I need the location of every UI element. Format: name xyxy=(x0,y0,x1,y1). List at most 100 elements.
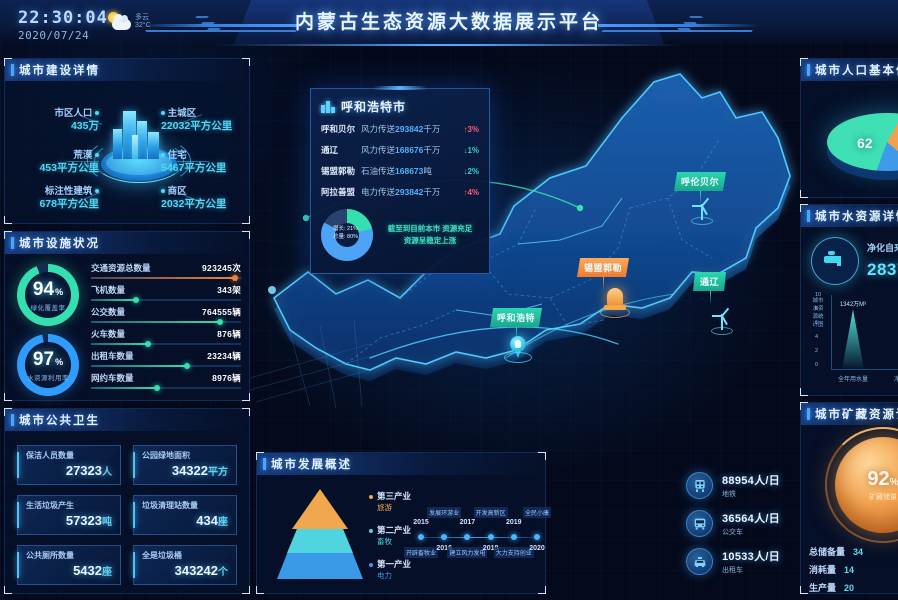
health-stat-card[interactable]: 公园绿地面积 34322平方 xyxy=(133,445,237,485)
panel-title: 城市发展概述 xyxy=(257,453,545,475)
facility-bar-track xyxy=(91,385,241,391)
facility-bar-value: 764555辆 xyxy=(202,307,241,317)
health-stat-card[interactable]: 生活垃圾产生 57323吨 xyxy=(17,495,121,535)
inner-mongolia-map[interactable]: 呼伦贝尔 锡盟郭勒 通辽 呼和浩特 xyxy=(250,58,802,458)
facility-bar-knob xyxy=(184,363,190,369)
weather-temperature: 32°C xyxy=(135,22,151,29)
tooltip-row-change: ↑4% xyxy=(463,187,479,197)
facility-bar-row: 网约车数量 8976辆 xyxy=(91,372,241,391)
timeline-event: 发展环游业 xyxy=(427,507,462,518)
health-card-grid: 保洁人员数量 27323人 公园绿地面积 34322平方 生活垃圾产生 57323吨 垃圾清… xyxy=(5,431,249,599)
map-marker-hohhot[interactable]: 呼和浩特 xyxy=(490,308,543,341)
timeline-point[interactable] xyxy=(464,534,471,540)
facility-bar-knob xyxy=(133,297,139,303)
facility-bar-knob xyxy=(217,319,223,325)
timeline-year: 2017 xyxy=(459,519,476,526)
tooltip-row-city: 呼和贝尔 xyxy=(321,124,356,134)
header-chevron-left-icon xyxy=(195,14,268,36)
clock-time: 22:30:04 xyxy=(18,8,108,28)
facility-bar-knob xyxy=(232,275,238,281)
dashboard-header: 内蒙古生态资源大数据展示平台 22:30:04 2020/07/24 多云 32… xyxy=(0,0,898,52)
water-chart-xlabel: 全年用水量 xyxy=(837,377,869,383)
facility-bar-row: 出租车数量 23234辆 xyxy=(91,350,241,369)
water-chart-ytick: 2 xyxy=(815,348,819,354)
tooltip-row: 呼和贝尔 风力传送293842千万 ↑3% xyxy=(321,123,479,135)
wind-turbine-icon xyxy=(710,307,734,335)
stat-residential: 住宅 5467平方公里 xyxy=(161,150,227,174)
tooltip-note: 截至到目前本市 资源充足 资源呈稳定上涨 xyxy=(387,224,473,245)
tooltip-row-change: ↑3% xyxy=(463,124,479,134)
health-card-value: 27323人 xyxy=(65,463,112,478)
health-stat-card[interactable]: 保洁人员数量 27323人 xyxy=(17,445,121,485)
water-chart-spike xyxy=(842,309,864,369)
map-marker-hulunbuir[interactable]: 呼伦贝尔 xyxy=(674,172,727,205)
facility-bar-label: 网约车数量 xyxy=(91,373,134,383)
oil-tank-icon[interactable] xyxy=(600,286,630,318)
health-card-label: 公园绿地面积 xyxy=(142,451,190,460)
tooltip-row-metric: 石油传送168673吨 xyxy=(361,166,432,176)
tooltip-title: 呼和浩特市 xyxy=(341,100,407,114)
timeline-point[interactable] xyxy=(441,534,448,540)
water-bar-chart: 城市水资源统计图 10 8 6 4 2 0 1342万M³ 全年用水量 净化自来水 xyxy=(809,292,898,387)
stat-urban-population: 市区人口 435万 xyxy=(54,108,99,132)
facility-bar-track xyxy=(91,341,241,347)
pyramid-legend: 第三产业 旅游 第二产业 畜牧 第一产业 电力 xyxy=(369,491,411,593)
health-card-label: 全是垃圾桶 xyxy=(142,551,182,560)
location-pin-icon[interactable] xyxy=(504,336,532,363)
health-card-label: 垃圾清理站数量 xyxy=(142,501,198,510)
map-marker-label: 通辽 xyxy=(693,272,727,291)
health-card-value: 434座 xyxy=(196,513,228,528)
donut-legend: 增长: 21% 总量: 80% xyxy=(333,225,358,241)
tooltip-footer: 增长: 21% 总量: 80% 截至到目前本市 资源充足 资源呈稳定上涨 xyxy=(311,207,489,261)
map-marker-stem xyxy=(700,191,701,205)
city-3d-model xyxy=(87,105,191,187)
facility-bar-label: 公交数量 xyxy=(91,307,126,317)
transport-value: 10533人/日 xyxy=(722,551,781,563)
health-stat-card[interactable]: 公共厕所数量 5432座 xyxy=(17,545,121,585)
map-marker-xilingol[interactable]: 锡盟郭勒 xyxy=(577,258,630,291)
header-center-plate xyxy=(234,0,664,44)
pie-slice-label: 62 xyxy=(857,135,873,151)
panel-title: 城市设施状况 xyxy=(5,232,249,254)
facility-bar-value: 876辆 xyxy=(217,329,241,339)
panel-title: 城市公共卫生 xyxy=(5,409,249,431)
map-marker-tongliao[interactable]: 通辽 xyxy=(693,272,727,305)
health-stat-card[interactable]: 垃圾清理站数量 434座 xyxy=(133,495,237,535)
facility-bar-value: 923245次 xyxy=(202,263,241,273)
map-marker-stem xyxy=(709,291,711,305)
health-stat-card[interactable]: 全是垃圾桶 343242个 xyxy=(133,545,237,585)
health-card-value: 34322平方 xyxy=(171,463,228,478)
timeline-event: 大力支持创业 xyxy=(493,547,534,558)
page-title: 内蒙古生态资源大数据展示平台 xyxy=(294,12,604,33)
water-chart-ytick: 10 xyxy=(815,292,822,298)
facility-bar-value: 8976辆 xyxy=(212,373,241,383)
clock-date: 2020/07/24 xyxy=(18,29,90,42)
water-chart-ytick: 6 xyxy=(815,320,819,326)
transport-stats: 88954人/日 地铁 36564人/日 公交车 10533人/日 出租车 xyxy=(686,472,780,586)
water-chart-ylabel: 城市水资源统计图 xyxy=(812,298,824,328)
city-detail-tooltip[interactable]: 呼和浩特市 呼和贝尔 风力传送293842千万 ↑3% 通辽 风力传送16867… xyxy=(310,86,490,274)
timeline-point[interactable] xyxy=(534,534,540,540)
city-facilities-panel: 城市设施状况 94% 绿化覆盖率 97% 水资源利用率 交通资源总数量 92324… xyxy=(4,231,250,401)
health-card-value: 57323吨 xyxy=(65,513,112,528)
health-card-value: 343242个 xyxy=(174,563,228,578)
facility-bar-knob xyxy=(154,385,160,391)
timeline-point[interactable] xyxy=(487,534,494,540)
timeline-axis xyxy=(419,537,539,538)
timeline-point[interactable] xyxy=(418,534,424,540)
timeline-year: 2018 xyxy=(482,545,499,552)
health-card-value: 5432座 xyxy=(73,563,112,578)
population-pie-chart: 62 xyxy=(827,103,898,177)
water-stat-value: 2837万 xyxy=(867,260,898,279)
mineral-gauge: 92% 矿藏储量 xyxy=(835,437,898,533)
facility-bar-fill xyxy=(91,343,148,345)
tooltip-row-list: 呼和贝尔 风力传送293842千万 ↑3% 通辽 风力传送168676千万 ↓1… xyxy=(311,115,489,198)
stat-landmark-buildings: 标注性建筑 678平方公里 xyxy=(39,186,99,210)
transport-label: 公交车 xyxy=(722,529,743,536)
tooltip-row-city: 通辽 xyxy=(321,145,339,155)
timeline-point[interactable] xyxy=(510,534,517,540)
weather-condition: 多云 xyxy=(135,14,149,21)
industry-pyramid-chart xyxy=(277,489,363,581)
taxi-icon xyxy=(686,548,713,575)
